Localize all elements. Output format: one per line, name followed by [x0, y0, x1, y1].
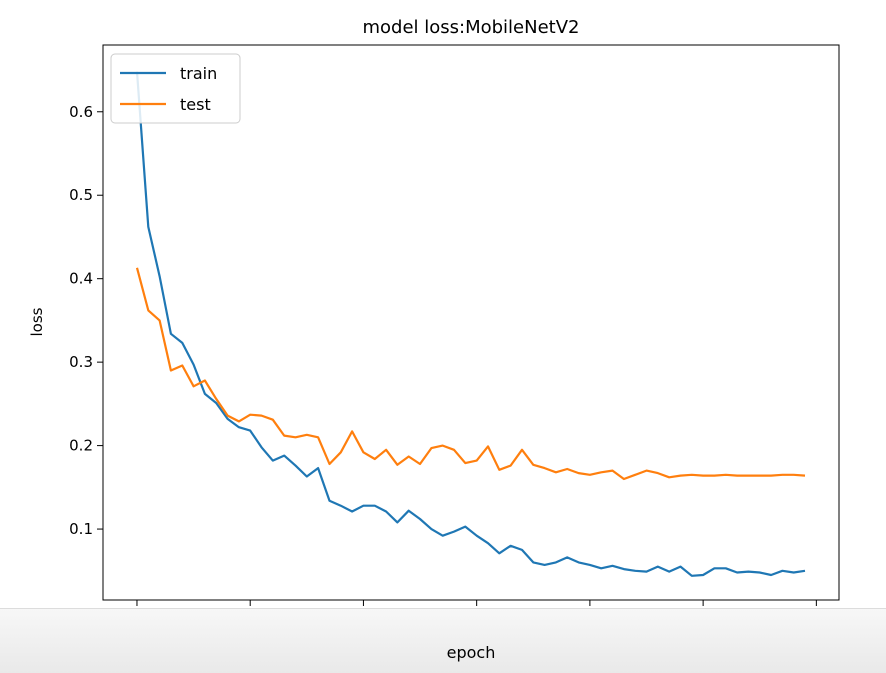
- loss-chart: model loss:MobileNetV2 0102030405060 0.1…: [28, 17, 840, 612]
- y-tick-label: 0.1: [69, 520, 93, 538]
- y-tick-label: 0.4: [69, 270, 93, 288]
- series-line-test: [135, 267, 806, 481]
- legend[interactable]: train test: [110, 53, 241, 124]
- y-axis-label: loss: [28, 307, 46, 336]
- y-axis-ticks: 0.1 0.2 0.3 0.4 0.5 0.6: [69, 103, 103, 538]
- chart-title: model loss:MobileNetV2: [362, 17, 579, 38]
- plot-frame: [102, 44, 840, 601]
- legend-label-train: train: [180, 64, 217, 83]
- y-tick-label: 0.3: [69, 353, 93, 371]
- series-lines: [135, 71, 806, 577]
- y-tick-label: 0.2: [69, 437, 93, 455]
- y-tick-label: 0.5: [69, 186, 93, 204]
- legend-label-test: test: [180, 95, 211, 114]
- y-tick-label: 0.6: [69, 103, 93, 121]
- legend-box: [110, 53, 241, 124]
- series-line-train: [135, 71, 806, 577]
- window-bottom-bar: [0, 608, 886, 673]
